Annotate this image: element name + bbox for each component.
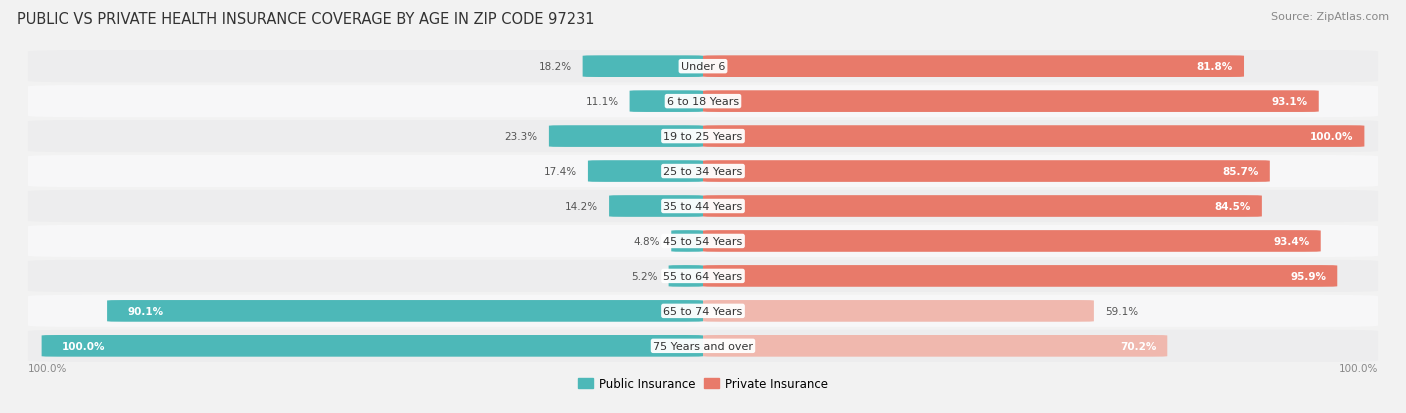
FancyBboxPatch shape [703, 266, 1337, 287]
FancyBboxPatch shape [28, 51, 1378, 83]
FancyBboxPatch shape [28, 121, 1378, 153]
FancyBboxPatch shape [669, 266, 703, 287]
FancyBboxPatch shape [582, 56, 703, 78]
Text: 59.1%: 59.1% [1105, 306, 1137, 316]
FancyBboxPatch shape [28, 260, 1378, 292]
FancyBboxPatch shape [28, 295, 1378, 327]
Text: 45 to 54 Years: 45 to 54 Years [664, 236, 742, 247]
Text: 65 to 74 Years: 65 to 74 Years [664, 306, 742, 316]
FancyBboxPatch shape [107, 300, 703, 322]
Text: 95.9%: 95.9% [1291, 271, 1326, 281]
FancyBboxPatch shape [28, 156, 1378, 188]
Text: 17.4%: 17.4% [544, 166, 576, 177]
Text: 11.1%: 11.1% [585, 97, 619, 107]
Text: 100.0%: 100.0% [62, 341, 105, 351]
Text: 6 to 18 Years: 6 to 18 Years [666, 97, 740, 107]
Text: 19 to 25 Years: 19 to 25 Years [664, 132, 742, 142]
FancyBboxPatch shape [28, 190, 1378, 223]
FancyBboxPatch shape [28, 86, 1378, 118]
Text: 90.1%: 90.1% [128, 306, 165, 316]
Text: 5.2%: 5.2% [631, 271, 658, 281]
Text: 100.0%: 100.0% [1339, 363, 1378, 373]
Text: 100.0%: 100.0% [28, 363, 67, 373]
Legend: Public Insurance, Private Insurance: Public Insurance, Private Insurance [574, 373, 832, 395]
Text: 4.8%: 4.8% [634, 236, 661, 247]
Text: 35 to 44 Years: 35 to 44 Years [664, 202, 742, 211]
Text: 18.2%: 18.2% [538, 62, 572, 72]
FancyBboxPatch shape [42, 335, 703, 357]
Text: 93.4%: 93.4% [1274, 236, 1310, 247]
FancyBboxPatch shape [703, 91, 1319, 113]
Text: 75 Years and over: 75 Years and over [652, 341, 754, 351]
FancyBboxPatch shape [28, 330, 1378, 362]
Text: 84.5%: 84.5% [1215, 202, 1251, 211]
FancyBboxPatch shape [703, 335, 1167, 357]
Text: 93.1%: 93.1% [1271, 97, 1308, 107]
FancyBboxPatch shape [548, 126, 703, 147]
Text: 100.0%: 100.0% [1310, 132, 1354, 142]
Text: 23.3%: 23.3% [505, 132, 538, 142]
Text: 55 to 64 Years: 55 to 64 Years [664, 271, 742, 281]
FancyBboxPatch shape [588, 161, 703, 183]
FancyBboxPatch shape [703, 161, 1270, 183]
FancyBboxPatch shape [630, 91, 703, 113]
FancyBboxPatch shape [703, 300, 1094, 322]
FancyBboxPatch shape [703, 230, 1320, 252]
FancyBboxPatch shape [28, 225, 1378, 257]
Text: PUBLIC VS PRIVATE HEALTH INSURANCE COVERAGE BY AGE IN ZIP CODE 97231: PUBLIC VS PRIVATE HEALTH INSURANCE COVER… [17, 12, 595, 27]
Text: 25 to 34 Years: 25 to 34 Years [664, 166, 742, 177]
Text: 70.2%: 70.2% [1121, 341, 1156, 351]
Text: 85.7%: 85.7% [1222, 166, 1258, 177]
FancyBboxPatch shape [703, 196, 1261, 217]
Text: Under 6: Under 6 [681, 62, 725, 72]
FancyBboxPatch shape [671, 230, 703, 252]
FancyBboxPatch shape [703, 56, 1244, 78]
Text: 14.2%: 14.2% [565, 202, 598, 211]
FancyBboxPatch shape [609, 196, 703, 217]
FancyBboxPatch shape [703, 126, 1364, 147]
Text: 81.8%: 81.8% [1197, 62, 1233, 72]
Text: Source: ZipAtlas.com: Source: ZipAtlas.com [1271, 12, 1389, 22]
